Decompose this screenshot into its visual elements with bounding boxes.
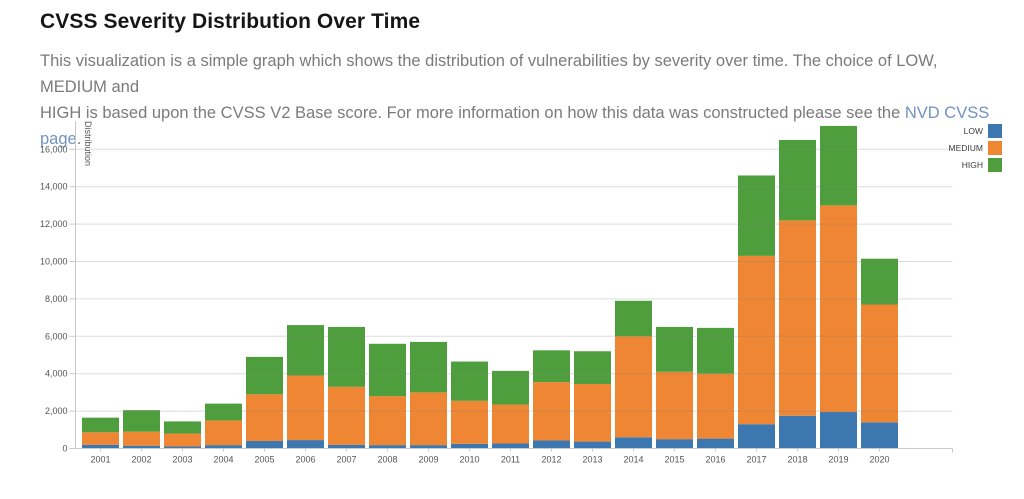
legend-label: HIGH bbox=[961, 160, 983, 170]
svg-text:2013: 2013 bbox=[582, 455, 602, 465]
svg-text:2003: 2003 bbox=[172, 455, 192, 465]
svg-text:0: 0 bbox=[62, 444, 67, 454]
description-line2: HIGH is based upon the CVSS V2 Base scor… bbox=[40, 104, 905, 122]
legend-swatch-high bbox=[988, 158, 1002, 172]
svg-text:4,000: 4,000 bbox=[45, 369, 68, 379]
legend-label: MEDIUM bbox=[948, 143, 983, 153]
page-title: CVSS Severity Distribution Over Time bbox=[40, 10, 421, 33]
legend-swatch-low bbox=[988, 124, 1002, 138]
svg-text:2001: 2001 bbox=[90, 455, 110, 465]
svg-text:2019: 2019 bbox=[828, 455, 848, 465]
svg-text:2018: 2018 bbox=[787, 455, 807, 465]
svg-text:2002: 2002 bbox=[131, 455, 151, 465]
stacked-bar-chart-canvas: 0 2,000 4,000 6,000 8,000 10,000 12,000 14,000 1… bbox=[40, 121, 953, 465]
svg-text:2014: 2014 bbox=[623, 455, 643, 465]
svg-text:8,000: 8,000 bbox=[45, 294, 68, 304]
svg-text:12,000: 12,000 bbox=[40, 219, 68, 229]
svg-text:2016: 2016 bbox=[705, 455, 725, 465]
svg-text:2012: 2012 bbox=[541, 455, 561, 465]
svg-text:2,000: 2,000 bbox=[45, 406, 68, 416]
legend-label: LOW bbox=[963, 126, 983, 136]
description-period: . bbox=[76, 130, 82, 148]
legend-item-medium: MEDIUM bbox=[910, 141, 1002, 155]
svg-text:Distribution: Distribution bbox=[83, 121, 93, 166]
nvd-cvss-link[interactable]: NVD CVSS page bbox=[40, 104, 990, 148]
legend-item-high: HIGH bbox=[910, 158, 1002, 172]
legend-item-low: LOW bbox=[910, 124, 1002, 138]
legend-swatch-medium bbox=[988, 141, 1002, 155]
svg-text:14,000: 14,000 bbox=[40, 182, 68, 192]
svg-text:2020: 2020 bbox=[869, 455, 889, 465]
svg-text:6,000: 6,000 bbox=[45, 331, 68, 341]
svg-text:2011: 2011 bbox=[501, 455, 520, 465]
chart-legend: LOW MEDIUM HIGH bbox=[910, 124, 1002, 175]
svg-text:16,000: 16,000 bbox=[40, 144, 68, 154]
svg-text:2015: 2015 bbox=[664, 455, 684, 465]
svg-text:2009: 2009 bbox=[418, 455, 438, 465]
severity-distribution-chart: 0 2,000 4,000 6,000 8,000 10,000 12,000 14,000 1… bbox=[0, 115, 1024, 499]
svg-text:2004: 2004 bbox=[213, 455, 233, 465]
svg-text:10,000: 10,000 bbox=[40, 257, 68, 267]
svg-text:2006: 2006 bbox=[295, 455, 315, 465]
description-line1: This visualization is a simple graph whi… bbox=[40, 52, 938, 96]
description: This visualization is a simple graph whi… bbox=[40, 48, 998, 152]
svg-text:2010: 2010 bbox=[459, 455, 479, 465]
svg-text:2007: 2007 bbox=[336, 455, 356, 465]
svg-text:2008: 2008 bbox=[377, 455, 397, 465]
svg-text:2005: 2005 bbox=[254, 455, 274, 465]
svg-text:2017: 2017 bbox=[746, 455, 766, 465]
